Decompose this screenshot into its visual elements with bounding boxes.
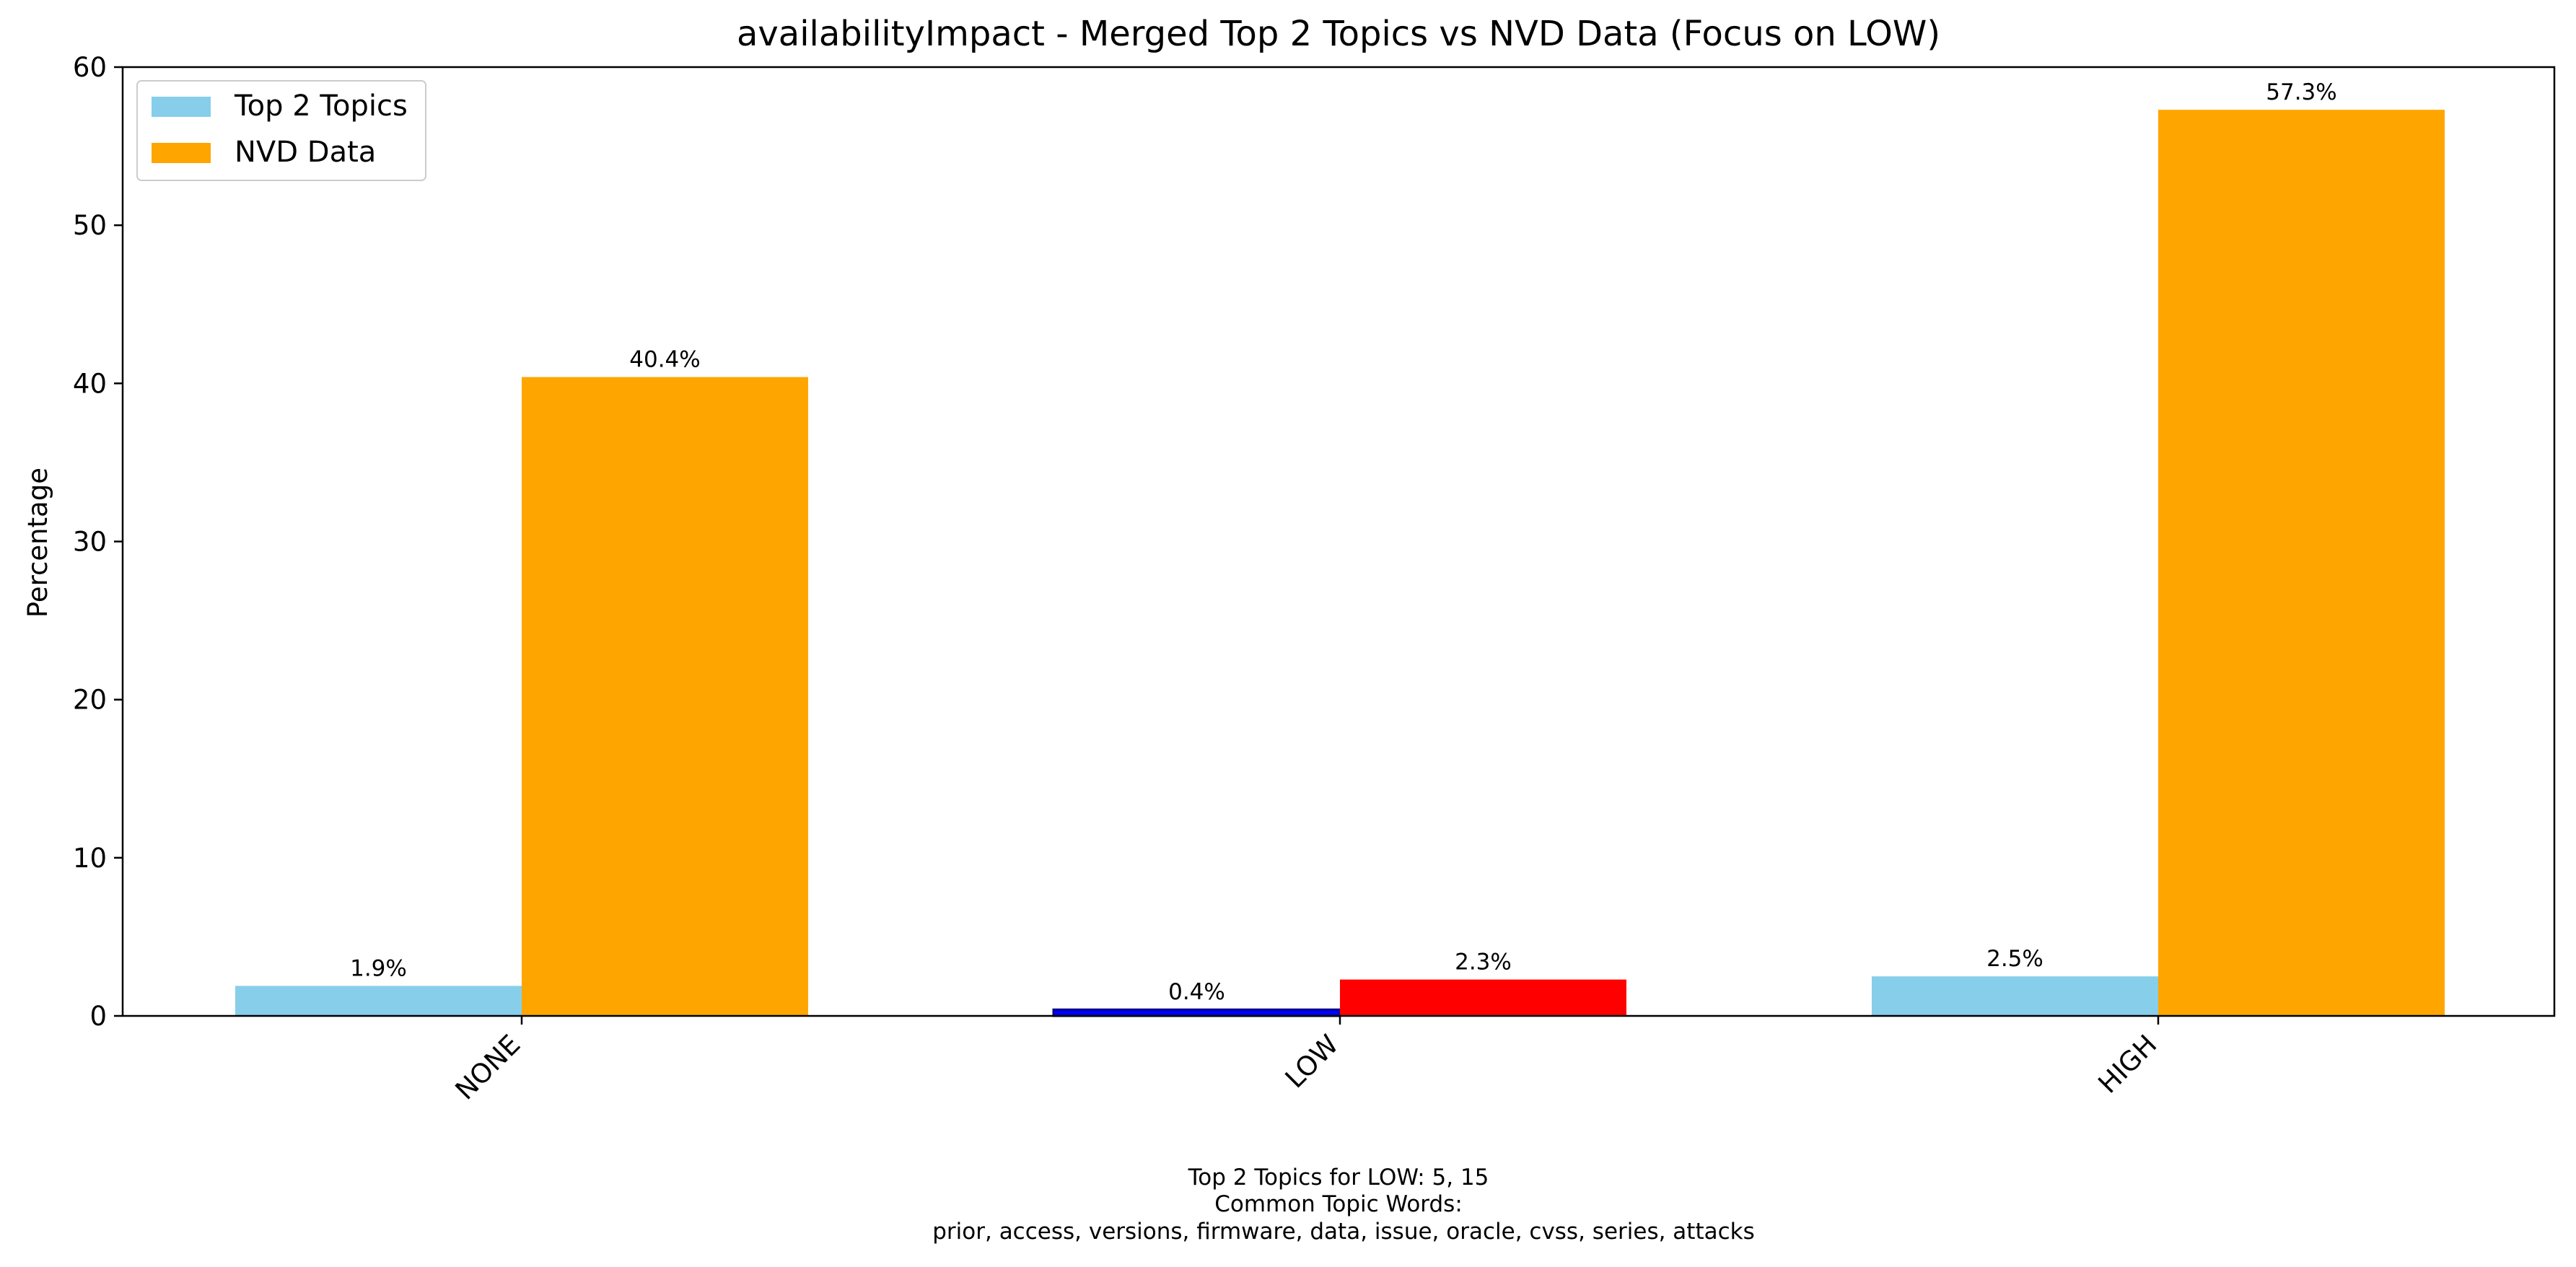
legend-swatch-nvd-data <box>152 143 211 163</box>
footnote-line-common-words-header: Common Topic Words: <box>1214 1191 1463 1217</box>
y-tick-label-30: 30 <box>73 527 107 558</box>
y-axis: 0 10 20 30 40 50 60 <box>73 52 123 1032</box>
bars-layer <box>235 110 2445 1017</box>
data-label-nvd-data-high: 57.3% <box>2266 79 2336 105</box>
y-axis-label: Percentage <box>22 468 53 618</box>
y-tick-label-10: 10 <box>73 843 107 874</box>
bar-top-2-topics-high <box>1872 976 2158 1016</box>
bar-top-2-topics-low <box>1052 1008 1341 1017</box>
bar-nvd-data-low <box>1340 979 1626 1016</box>
bar-top-2-topics-none <box>235 986 522 1016</box>
data-label-nvd-data-none: 40.4% <box>629 347 700 373</box>
data-labels-layer: 1.9% 40.4% 0.4% 2.3% 2.5% 57.3% <box>350 79 2337 1005</box>
footnote-line-topics: Top 2 Topics for LOW: 5, 15 <box>1188 1165 1489 1191</box>
data-label-top-2-topics-low: 0.4% <box>1168 979 1225 1005</box>
footnote-line-common-words: prior, access, versions, firmware, data,… <box>932 1219 1755 1245</box>
data-label-nvd-data-low: 2.3% <box>1455 950 1512 976</box>
y-tick-label-60: 60 <box>73 52 107 83</box>
data-label-top-2-topics-high: 2.5% <box>1986 946 2043 972</box>
y-tick-label-50: 50 <box>73 210 107 241</box>
bar-nvd-data-high <box>2158 110 2445 1016</box>
legend: Top 2 Topics NVD Data <box>136 80 426 181</box>
chart-title: availabilityImpact - Merged Top 2 Topics… <box>737 14 1940 54</box>
legend-label-nvd-data: NVD Data <box>235 136 376 169</box>
footnote: Top 2 Topics for LOW: 5, 15 Common Topic… <box>932 1165 1755 1245</box>
y-tick-label-0: 0 <box>89 1001 107 1032</box>
bar-nvd-data-none <box>522 377 808 1016</box>
data-label-top-2-topics-none: 1.9% <box>350 955 407 981</box>
y-tick-label-40: 40 <box>73 368 107 399</box>
legend-swatch-top-topics <box>152 97 211 117</box>
legend-label-top-topics: Top 2 Topics <box>234 89 408 123</box>
y-tick-label-20: 20 <box>73 685 107 716</box>
